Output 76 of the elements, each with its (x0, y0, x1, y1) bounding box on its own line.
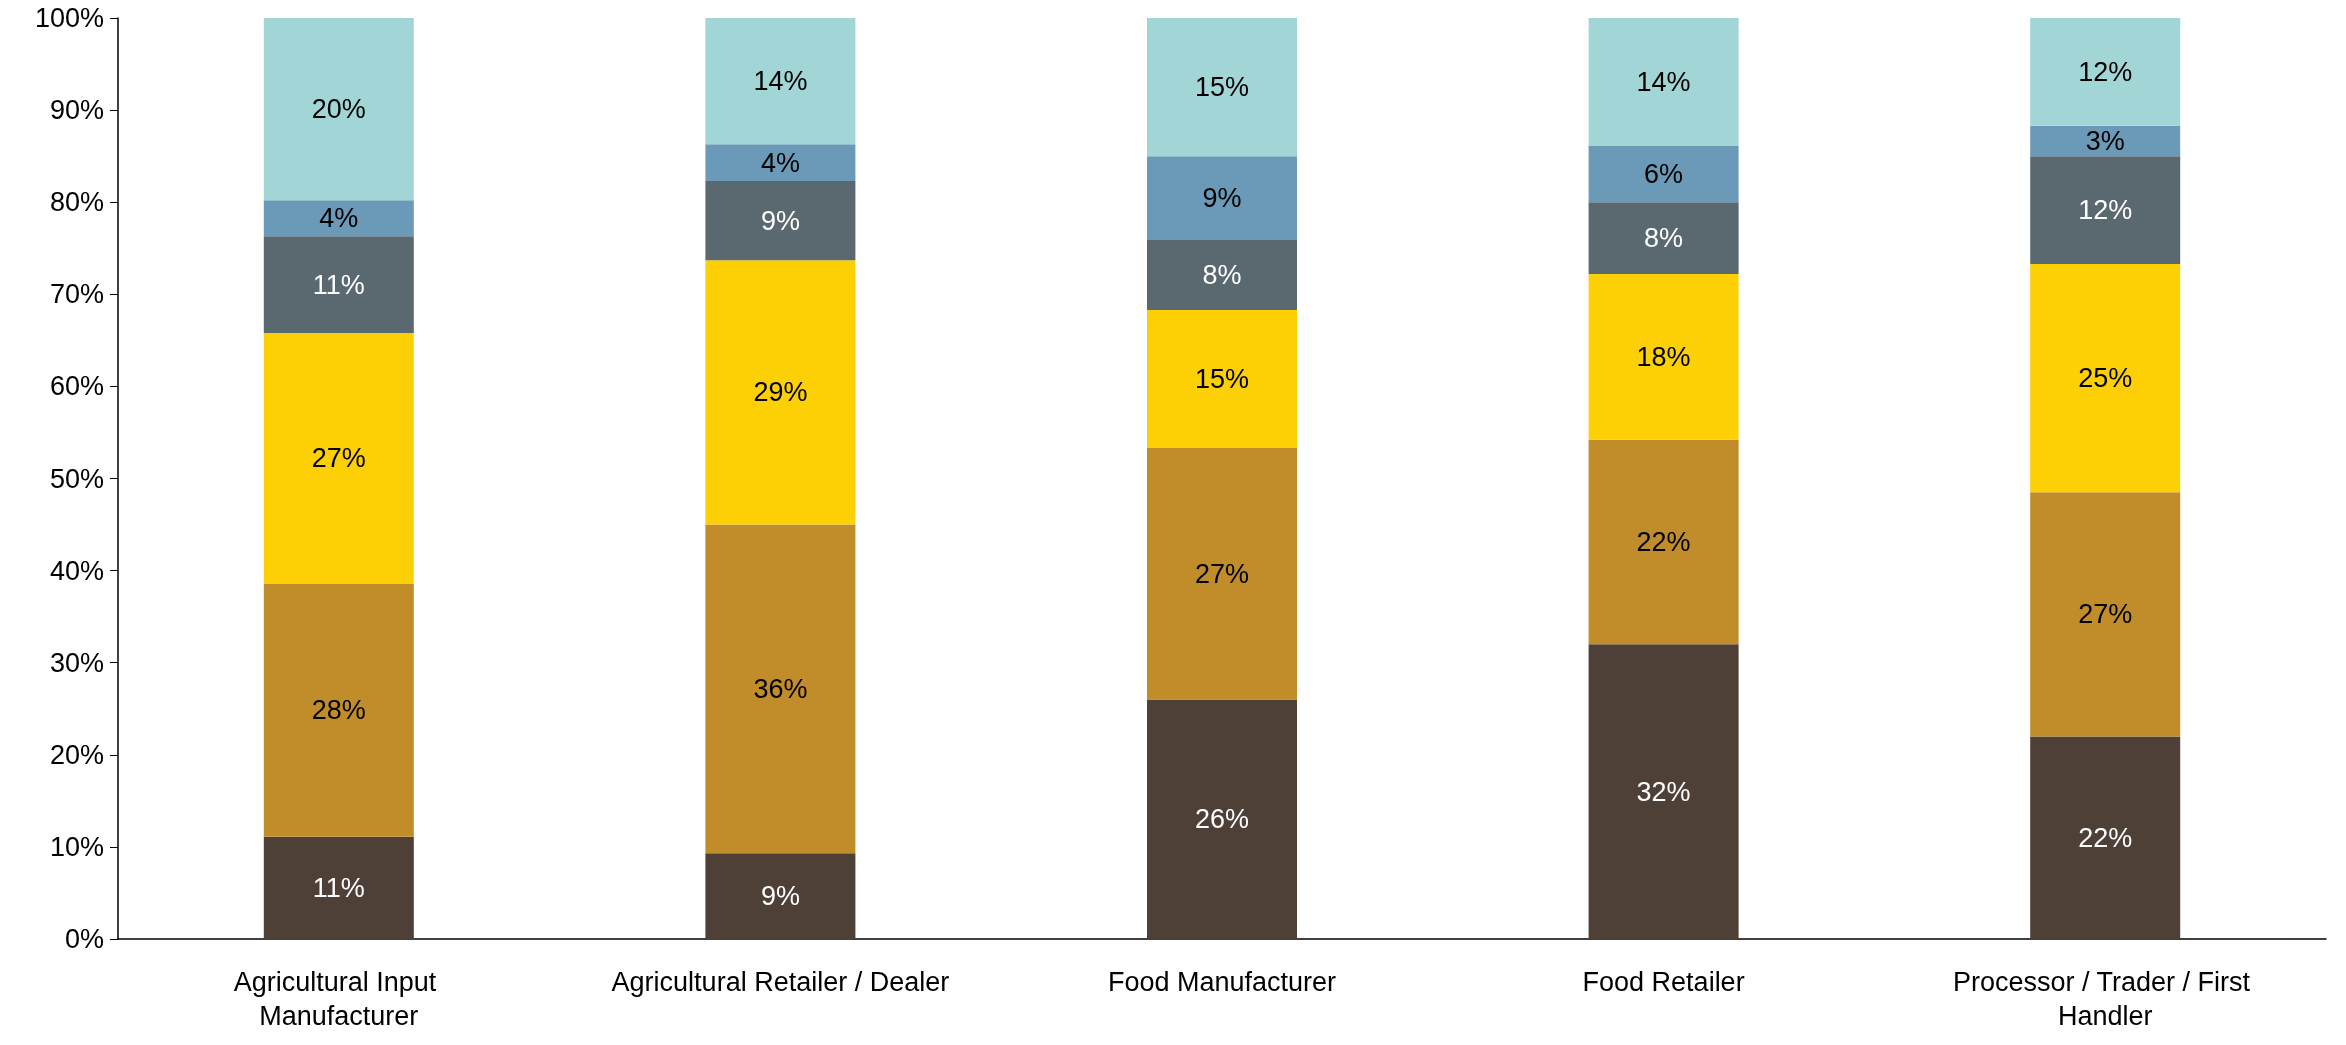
bar (2030, 156, 2181, 264)
bar (263, 18, 414, 201)
bar (263, 236, 414, 333)
data-label: 14% (753, 66, 808, 97)
data-label: 9% (1202, 183, 1242, 214)
y-tick-label: 10% (49, 831, 104, 862)
bar (1147, 239, 1297, 310)
data-label: 18% (1636, 341, 1691, 372)
bar (2030, 18, 2181, 126)
y-tick-label: 90% (49, 95, 104, 126)
bar (1588, 202, 1739, 275)
bar (705, 853, 856, 939)
bar (1588, 439, 1739, 645)
x-tick-label: Agricultural Input Manufacturer (233, 967, 444, 1031)
data-label: 8% (1644, 223, 1684, 254)
bar (1147, 156, 1297, 240)
bar (2030, 263, 2181, 493)
bar (263, 836, 414, 939)
data-label: 28% (311, 695, 366, 726)
bar (2030, 492, 2181, 737)
y-tick-label: 40% (49, 555, 104, 586)
data-label: 12% (2078, 195, 2133, 226)
bar (1588, 274, 1739, 440)
data-label: 15% (1194, 72, 1250, 103)
data-label: 4% (319, 203, 359, 234)
bar (1147, 309, 1297, 449)
data-label: 12% (2078, 56, 2133, 87)
data-label: 27% (1194, 558, 1250, 589)
bar (263, 332, 414, 584)
y-tick-label: 70% (49, 279, 104, 310)
bar (1588, 146, 1739, 203)
data-label: 29% (753, 377, 808, 408)
data-label: 32% (1636, 776, 1691, 807)
data-label: 9% (760, 205, 800, 236)
data-label: 36% (753, 673, 808, 704)
data-label: 27% (311, 443, 366, 474)
bar (2030, 736, 2181, 939)
bar (1147, 18, 1297, 157)
data-label: 6% (1644, 159, 1684, 190)
bar (1147, 448, 1297, 700)
bar (705, 260, 856, 525)
x-tick-label: Agricultural Retailer / Dealer (611, 967, 950, 997)
x-tick-label: Food Manufacturer (1107, 967, 1337, 997)
data-label: 8% (1202, 259, 1242, 290)
y-tick-label: 50% (49, 463, 104, 494)
data-label: 11% (312, 872, 365, 903)
bar (705, 144, 856, 182)
data-label: 11% (312, 269, 365, 300)
bar (705, 181, 856, 261)
y-tick-label: 60% (49, 371, 104, 402)
data-label: 4% (760, 147, 800, 178)
data-label: 27% (2078, 599, 2133, 630)
data-label: 14% (1636, 67, 1691, 98)
bar (1588, 18, 1739, 147)
bar (705, 524, 856, 854)
bar (1588, 644, 1739, 939)
y-tick-label: 100% (34, 3, 104, 33)
bar (263, 583, 414, 837)
y-tick-label: 0% (64, 924, 104, 954)
bar (1147, 699, 1297, 939)
bar (705, 18, 856, 145)
y-tick-label: 20% (49, 739, 104, 770)
bar (2030, 125, 2181, 157)
data-label: 22% (1636, 527, 1691, 558)
y-tick-label: 30% (49, 647, 104, 678)
y-tick-label: 80% (49, 187, 104, 218)
data-label: 9% (760, 881, 800, 912)
bar (263, 200, 414, 237)
data-label: 22% (2078, 822, 2133, 853)
data-label: 15% (1194, 364, 1250, 395)
x-tick-label: Food Retailer (1582, 967, 1745, 997)
data-label: 26% (1194, 804, 1250, 835)
data-label: 3% (2085, 125, 2125, 156)
data-label: 25% (2078, 363, 2133, 394)
x-tick-label: Processor / Trader / First Handler (1952, 967, 2258, 1031)
data-label: 20% (311, 94, 366, 125)
